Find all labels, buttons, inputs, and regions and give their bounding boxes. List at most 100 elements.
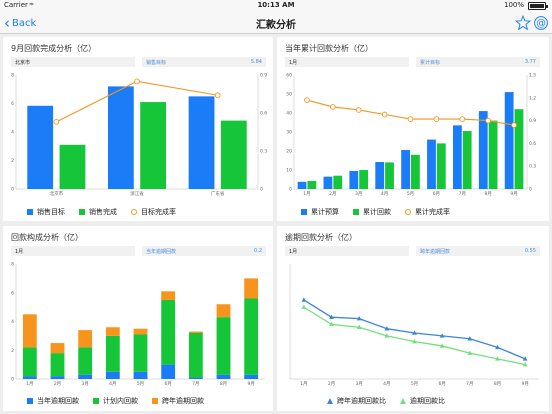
selector-right-label: 跨年逾期回款 [420, 249, 451, 255]
legend-item: 逾期回款比 [400, 396, 445, 406]
stacked-bar-segment [133, 328, 148, 335]
selector-left-label: 1月 [15, 249, 24, 255]
y-tick-label: 4 [11, 130, 14, 136]
x-tick-label: 4月 [381, 191, 388, 197]
stacked-bar-segment [216, 374, 231, 379]
x-tick-label: 6月 [433, 191, 440, 197]
bar [411, 154, 420, 189]
stacked-bar-segment [244, 298, 259, 375]
series-point [412, 330, 417, 335]
selector-right[interactable]: 累计目标 3.77 [416, 57, 540, 67]
stacked-bar-segment [188, 333, 203, 378]
selector-left-label: 1月 [289, 249, 298, 255]
bar [359, 170, 369, 189]
series-point [329, 321, 334, 327]
x-tick-label: 6月 [164, 381, 171, 387]
y-tick-label: 40 [286, 111, 292, 117]
y-tick-label: 30 [286, 130, 292, 136]
bar [514, 109, 524, 189]
x-tick-label: 4月 [383, 381, 390, 387]
wifi-icon: ≈ [29, 1, 35, 8]
x-tick-label: 9月 [510, 191, 517, 197]
x-tick-label: 9月 [247, 381, 254, 387]
legend-item: 跨年逾期回款 [152, 396, 204, 406]
y-tick-label: 2 [11, 158, 14, 164]
stacked-bar-segment [22, 347, 37, 377]
share-at-icon[interactable]: @ [533, 15, 549, 31]
chevron-left-icon: ‹ [4, 14, 10, 32]
stacked-bar-segment [244, 278, 259, 299]
selector-left[interactable]: 1月 [11, 246, 135, 256]
y-tick-label: 6 [11, 290, 14, 296]
rate-point [329, 104, 336, 110]
selector-left[interactable]: 北京市 [11, 57, 135, 67]
x-tick-label: 7月 [192, 381, 199, 387]
selector-right-value: 0.2 [254, 248, 262, 254]
x-tick-label: 8月 [494, 381, 501, 387]
y2-tick-label: 0.3 [529, 164, 536, 170]
x-tick-label: 广东省 [211, 190, 225, 197]
x-tick-label: 9月 [521, 381, 528, 387]
bar [220, 120, 247, 189]
legend-item: 跨年逾期回款比 [327, 396, 386, 406]
series-point [329, 314, 334, 319]
legend-label: 跨年逾期回款比 [337, 397, 386, 405]
x-tick-label: 5月 [407, 191, 414, 197]
x-tick-label: 5月 [411, 381, 418, 387]
bar [333, 175, 343, 189]
series-point [495, 344, 500, 350]
selector-right[interactable]: 当年逾期回款 0.2 [142, 246, 266, 256]
legend-label: 目标完成率 [141, 208, 176, 216]
selector-left[interactable]: 1月 [285, 57, 409, 67]
panel-title: 回款构成分析（亿） [11, 233, 83, 242]
series-point [384, 326, 390, 331]
bar [107, 86, 134, 189]
series-point [439, 333, 445, 338]
selector-left[interactable]: 1月 [285, 246, 409, 256]
panel-cumulative: 当年累计回款分析（亿） 1月 累计目标 3.77 0 10 20 30 40 50 60 0 0… [277, 37, 549, 221]
selector-right[interactable]: 销售目标 5.84 [142, 57, 266, 67]
back-button[interactable]: ‹ Back [4, 15, 36, 31]
stacked-bar-segment [105, 327, 120, 336]
bar [436, 143, 446, 189]
x-tick-label: 2月 [54, 381, 61, 387]
legend: 当年逾期回款 计划内回款 跨年逾期回款 [27, 396, 204, 406]
legend-label: 累计回款 [363, 208, 391, 216]
y2-tick-label: 0.9 [529, 118, 536, 124]
series-point [495, 356, 500, 361]
legend: 累计预算 累计回款 累计完成率 [301, 207, 450, 217]
rate-point [407, 116, 414, 122]
rate-point [53, 119, 60, 125]
y2-tick-label: 0 [260, 187, 263, 193]
panel-title: 逾期回款分析（亿） [285, 233, 357, 242]
selector-right-value: 3.77 [524, 59, 536, 65]
legend-label: 计划内回款 [103, 397, 138, 405]
stacked-bar-segment [50, 376, 65, 379]
star-icon[interactable] [515, 15, 531, 31]
stacked-bar-segment [78, 330, 93, 348]
y2-tick-label: 0.3 [260, 149, 267, 155]
stacked-bar-segment [50, 343, 65, 354]
rate-point [214, 92, 221, 99]
status-bar: Carrier ≈ 10:13 AM 100% [0, 0, 552, 12]
bar [307, 181, 317, 189]
selector-left-label: 北京市 [15, 60, 31, 66]
panel-monthly-completion: 9月回款完成分析（亿） 北京市 销售目标 5.84 0 2 4 6 8 0 0.3 0.6 0.… [3, 37, 273, 221]
stacked-bar-segment [133, 334, 148, 372]
rate-point [355, 107, 362, 113]
stacked-bar-segment [105, 371, 120, 379]
panel-title: 9月回款完成分析（亿） [11, 44, 97, 53]
rate-point [433, 116, 440, 122]
x-tick-label: 7月 [459, 191, 466, 197]
battery-icon [528, 2, 548, 10]
stacked-bar-segment [188, 331, 203, 333]
navigation-bar: ‹ Back 汇款分析 @ [0, 12, 552, 34]
y2-tick-label: 0.6 [529, 141, 536, 147]
selector-left-label: 1月 [289, 60, 298, 66]
x-tick-label: 浙江省 [130, 190, 144, 197]
series-point [356, 324, 362, 330]
y-tick-label: 0 [289, 187, 292, 193]
selector-right[interactable]: 跨年逾期回款 0.55 [416, 246, 540, 256]
bar [323, 176, 333, 189]
bar [401, 150, 410, 189]
